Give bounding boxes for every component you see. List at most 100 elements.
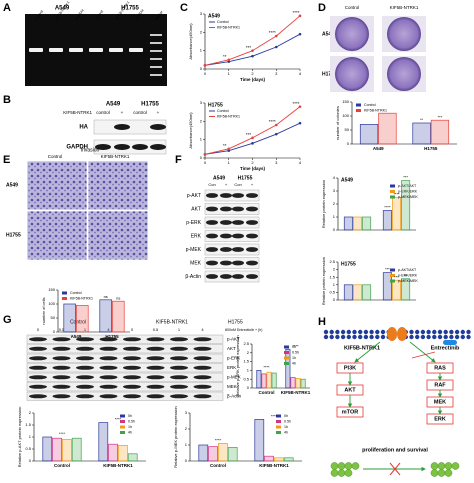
x-tick-label: Control: [210, 463, 226, 468]
bar: [112, 300, 125, 333]
blot-band: [146, 375, 165, 380]
y-tick-label: 0: [247, 385, 250, 390]
blot-band: [52, 375, 71, 380]
membrane-lipid: [358, 329, 363, 335]
label: KIF5B-NTRK1: [63, 110, 92, 115]
label: Control: [94, 9, 104, 21]
membrane-lipid: [454, 334, 460, 340]
label: H1755: [141, 102, 159, 108]
annotation: ****: [115, 417, 122, 422]
blot-band: [150, 124, 166, 130]
well: [387, 57, 421, 91]
legend-swatch: [62, 291, 67, 295]
membrane-lipid: [363, 329, 369, 335]
bar: [63, 303, 76, 333]
cell: [330, 469, 339, 477]
y-axis-label: Relative protein expression: [321, 180, 326, 228]
y-tick-label: 2: [185, 426, 188, 431]
legend-label: p-ERK/ERK: [398, 189, 418, 193]
micrograph: [26, 210, 88, 261]
label: 0: [131, 327, 134, 332]
y-tick-label: 3: [333, 188, 336, 193]
membrane-lipid: [409, 334, 414, 340]
y-tick-label: 2: [333, 267, 336, 272]
legend-label: 1h: [128, 425, 132, 429]
annotation: ***: [246, 132, 252, 137]
arrow: [409, 341, 436, 363]
label: Control: [48, 154, 63, 159]
panel-letter: D: [318, 2, 326, 14]
point: [274, 45, 278, 49]
blot-band: [99, 365, 118, 370]
legend-swatch: [284, 345, 289, 349]
point: [298, 32, 302, 36]
annotation: ns: [104, 294, 108, 299]
y-axis-label: Relative p-AKT protein expression: [17, 407, 22, 468]
panel-letter: B: [3, 94, 11, 106]
label: RAF: [434, 382, 446, 388]
blot-band: [99, 384, 118, 389]
label: ERK: [191, 233, 202, 239]
legend-label: KIF5B-NTRK1: [217, 114, 240, 118]
label: p-AKT: [227, 336, 240, 341]
membrane-lipid: [329, 334, 334, 340]
label: AKT: [227, 346, 236, 351]
y-tick-label: 0: [53, 329, 56, 334]
label: β-Actin: [185, 274, 201, 280]
y-tick-label: 0.5: [329, 289, 335, 294]
chart-title: H1755: [341, 261, 356, 267]
x-tick-label: 2: [251, 160, 254, 165]
legend-label: 0.5h: [292, 350, 299, 354]
bar: [98, 422, 109, 462]
y-tick-label: 1: [247, 367, 250, 372]
bar: [52, 437, 62, 462]
annotation: ****: [393, 192, 400, 197]
legend-label: Control: [217, 109, 229, 113]
bar: [359, 124, 379, 145]
membrane-lipid: [432, 329, 437, 335]
membrane-lipid: [323, 334, 329, 340]
membrane-lipid: [363, 334, 369, 340]
label: 1: [84, 327, 87, 332]
y-tick-label: 3: [200, 11, 203, 16]
legend-swatch: [284, 351, 289, 354]
cross: [389, 462, 401, 476]
blot-band: [29, 346, 47, 351]
arrow: [354, 341, 381, 363]
bar: [254, 419, 265, 462]
label: HA: [79, 125, 88, 131]
blot-band: [76, 375, 94, 380]
blot-band: [246, 260, 258, 266]
bar: [266, 371, 272, 389]
x-tick-label: 3: [275, 160, 278, 165]
receptor: [387, 327, 397, 341]
blot-band: [146, 384, 165, 389]
blot-band: [170, 394, 188, 399]
x-tick-label: 0: [204, 71, 207, 76]
blot-band: [76, 337, 94, 342]
bar: [392, 197, 402, 231]
blot-band: [246, 193, 258, 198]
bar: [283, 457, 294, 462]
cell: [430, 469, 439, 477]
membrane-lipid: [437, 329, 443, 335]
annotation: ****: [215, 437, 222, 442]
label: mTOR: [342, 409, 358, 415]
bar: [76, 305, 89, 333]
ladder-band: [150, 58, 162, 60]
bar: [271, 372, 277, 389]
bar: [218, 443, 228, 462]
blot-band: [170, 337, 188, 342]
membrane-lipid: [443, 334, 448, 340]
membrane-lipid: [335, 329, 340, 335]
blot-band: [76, 346, 94, 351]
panel-letter: E: [3, 154, 10, 166]
blot-band: [206, 206, 218, 212]
label: H1755: [6, 232, 21, 238]
y-tick-label: 2.5: [243, 341, 249, 346]
bar: [108, 443, 118, 462]
blot-band: [76, 365, 94, 370]
blot-band: [123, 375, 141, 380]
annotation: ***: [385, 267, 390, 272]
